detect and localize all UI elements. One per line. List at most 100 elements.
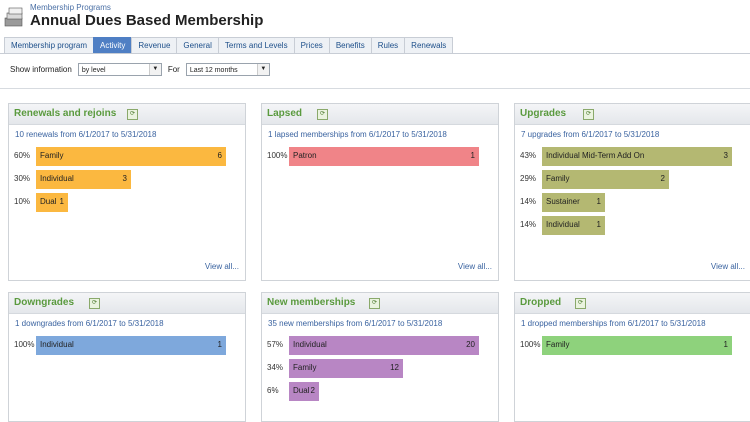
page-title: Annual Dues Based Membership bbox=[30, 12, 264, 29]
bar-percent: 100% bbox=[520, 340, 541, 349]
bar-row[interactable]: 34% Family 12 bbox=[262, 359, 498, 378]
panel-title: Upgrades bbox=[520, 108, 567, 119]
bar[interactable]: Family 2 bbox=[542, 170, 669, 189]
bar[interactable]: Individual 3 bbox=[36, 170, 131, 189]
bar-percent: 100% bbox=[14, 340, 35, 349]
panel-title: Renewals and rejoins bbox=[14, 108, 117, 119]
panel-summary[interactable]: 7 upgrades from 6/1/2017 to 5/31/2018 bbox=[521, 130, 660, 139]
bar[interactable]: Individual 1 bbox=[542, 216, 605, 235]
bar-percent: 29% bbox=[520, 174, 537, 183]
bar-percent: 6% bbox=[267, 386, 279, 395]
panel-header: New memberships ⟳ bbox=[262, 293, 498, 314]
page-header: Membership Programs Annual Dues Based Me… bbox=[0, 0, 750, 36]
panel-title: Downgrades bbox=[14, 297, 75, 308]
bar[interactable]: Patron 1 bbox=[289, 147, 479, 166]
bar-label: Dual bbox=[293, 386, 310, 395]
bar-count: 2 bbox=[310, 386, 315, 395]
bar-percent: 60% bbox=[14, 151, 31, 160]
bar-row[interactable]: 14% Sustainer 1 bbox=[515, 193, 750, 212]
tab-membership-program[interactable]: Membership program bbox=[4, 37, 95, 53]
bar[interactable]: Individual 20 bbox=[289, 336, 479, 355]
bar-count: 6 bbox=[217, 151, 222, 160]
bar-count: 3 bbox=[122, 174, 127, 183]
tab-terms-and-levels[interactable]: Terms and Levels bbox=[217, 37, 295, 53]
bar-row[interactable]: 29% Family 2 bbox=[515, 170, 750, 189]
bar-row[interactable]: 30% Individual 3 bbox=[9, 170, 245, 189]
renewals-and-rejoins-panel: Renewals and rejoins ⟳ 10 renewals from 6/… bbox=[8, 103, 246, 281]
panel-header: Downgrades ⟳ bbox=[9, 293, 245, 314]
bar[interactable]: Individual Mid-Term Add On 3 bbox=[542, 147, 732, 166]
bar-row[interactable]: 10% Dual 1 bbox=[9, 193, 245, 212]
refresh-icon[interactable]: ⟳ bbox=[127, 109, 138, 120]
bar-label: Individual bbox=[40, 174, 74, 183]
refresh-icon[interactable]: ⟳ bbox=[583, 109, 594, 120]
refresh-icon[interactable]: ⟳ bbox=[369, 298, 380, 309]
bar-label: Individual bbox=[40, 340, 74, 349]
bar-count: 12 bbox=[390, 363, 399, 372]
panel-header: Renewals and rejoins ⟳ bbox=[9, 104, 245, 125]
bar-label: Family bbox=[293, 363, 317, 372]
panel-summary[interactable]: 1 lapsed memberships from 6/1/2017 to 5/… bbox=[268, 130, 447, 139]
tab-general[interactable]: General bbox=[176, 37, 219, 53]
panel-header: Lapsed ⟳ bbox=[262, 104, 498, 125]
bar-label: Family bbox=[546, 340, 570, 349]
tab-prices[interactable]: Prices bbox=[293, 37, 330, 53]
view-all-link[interactable]: View all... bbox=[204, 262, 239, 271]
chevron-down-icon[interactable]: ▼ bbox=[256, 63, 269, 75]
bar-row[interactable]: 57% Individual 20 bbox=[262, 336, 498, 355]
bar[interactable]: Dual 1 bbox=[36, 193, 68, 212]
bar-percent: 10% bbox=[14, 197, 31, 206]
date-range-select[interactable]: Last 12 months ▼ bbox=[185, 62, 270, 76]
bar[interactable]: Dual 2 bbox=[289, 382, 319, 401]
panel-summary[interactable]: 35 new memberships from 6/1/2017 to 5/31… bbox=[268, 319, 443, 328]
bar-row[interactable]: 6% Dual 2 bbox=[262, 382, 498, 401]
bar-count: 20 bbox=[466, 340, 475, 349]
refresh-icon[interactable]: ⟳ bbox=[89, 298, 100, 309]
bar-count: 1 bbox=[59, 197, 64, 206]
view-all-link[interactable]: View all... bbox=[457, 262, 492, 271]
panel-summary[interactable]: 1 downgrades from 6/1/2017 to 5/31/2018 bbox=[15, 319, 164, 328]
panel-summary[interactable]: 1 dropped memberships from 6/1/2017 to 5… bbox=[521, 319, 706, 328]
show-information-value: by level bbox=[81, 66, 106, 74]
bar-percent: 30% bbox=[14, 174, 31, 183]
bar-label: Individual Mid-Term Add On bbox=[546, 151, 645, 160]
tab-revenue[interactable]: Revenue bbox=[131, 37, 178, 53]
upgrades-panel: Upgrades ⟳ 7 upgrades from 6/1/2017 to 5/3… bbox=[514, 103, 750, 281]
bar[interactable]: Sustainer 1 bbox=[542, 193, 605, 212]
bar-count: 1 bbox=[596, 220, 601, 229]
downgrades-panel: Downgrades ⟳ 1 downgrades from 6/1/2017 to… bbox=[8, 292, 246, 422]
tab-renewals[interactable]: Renewals bbox=[404, 37, 454, 53]
bar[interactable]: Individual 1 bbox=[36, 336, 226, 355]
bar-percent: 14% bbox=[520, 197, 537, 206]
view-all-link[interactable]: View all... bbox=[710, 262, 745, 271]
lapsed-panel: Lapsed ⟳ 1 lapsed memberships from 6/1/201… bbox=[261, 103, 499, 281]
bar-percent: 57% bbox=[267, 340, 284, 349]
panel-title: Lapsed bbox=[267, 108, 303, 119]
bar-percent: 43% bbox=[520, 151, 537, 160]
bar[interactable]: Family 12 bbox=[289, 359, 403, 378]
bar-count: 1 bbox=[217, 340, 222, 349]
filter-bar: Show information by level ▼ For Last 12 … bbox=[10, 61, 270, 77]
panel-summary[interactable]: 10 renewals from 6/1/2017 to 5/31/2018 bbox=[15, 130, 157, 139]
bar-percent: 100% bbox=[267, 151, 288, 160]
tab-activity[interactable]: Activity bbox=[93, 37, 133, 53]
bar-row[interactable]: 43% Individual Mid-Term Add On 3 bbox=[515, 147, 750, 166]
refresh-icon[interactable]: ⟳ bbox=[575, 298, 586, 309]
bar-row[interactable]: 100% Patron 1 bbox=[262, 147, 498, 166]
bar[interactable]: Family 6 bbox=[36, 147, 226, 166]
bar-row[interactable]: 100% Individual 1 bbox=[9, 336, 245, 355]
tab-benefits[interactable]: Benefits bbox=[328, 37, 372, 53]
refresh-icon[interactable]: ⟳ bbox=[317, 109, 328, 120]
bar-label: Family bbox=[546, 174, 570, 183]
section-divider bbox=[0, 88, 750, 89]
show-information-select[interactable]: by level ▼ bbox=[77, 62, 162, 76]
chevron-down-icon[interactable]: ▼ bbox=[148, 63, 161, 75]
bar-row[interactable]: 100% Family 1 bbox=[515, 336, 750, 355]
bar[interactable]: Family 1 bbox=[542, 336, 732, 355]
breadcrumb[interactable]: Membership Programs bbox=[30, 3, 111, 12]
panel-header: Dropped ⟳ bbox=[515, 293, 750, 314]
bar-row[interactable]: 60% Family 6 bbox=[9, 147, 245, 166]
tab-rules[interactable]: Rules bbox=[370, 37, 406, 53]
bar-label: Sustainer bbox=[546, 197, 580, 206]
bar-row[interactable]: 14% Individual 1 bbox=[515, 216, 750, 235]
